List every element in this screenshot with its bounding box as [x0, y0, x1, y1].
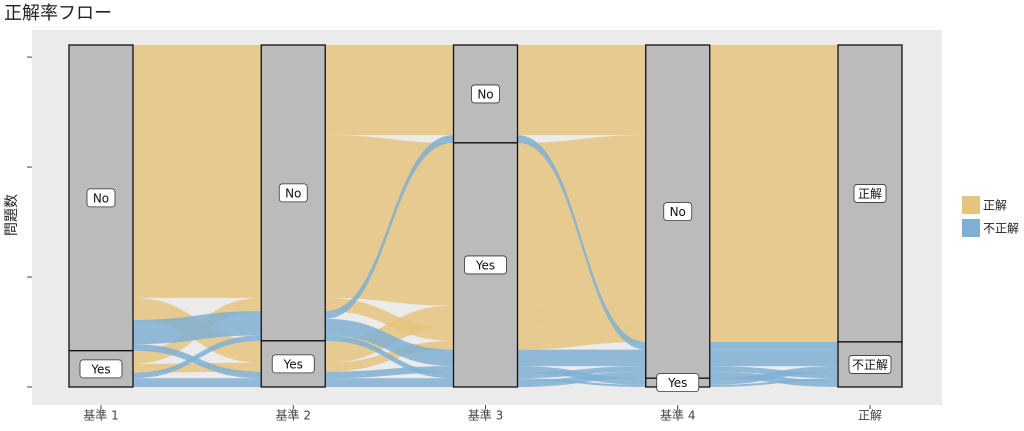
legend-label: 不正解: [983, 222, 1019, 236]
flow: [133, 311, 262, 328]
flow: [517, 349, 646, 367]
flow: [325, 378, 454, 381]
flow: [709, 341, 838, 350]
flow: [325, 380, 454, 387]
stratum-label-box: [278, 183, 308, 203]
chart-title: 正解率フロー: [4, 3, 112, 24]
stratum-label: Yes: [90, 362, 110, 376]
stratum-label: No: [93, 191, 109, 205]
legend-label: 正解: [983, 199, 1007, 213]
flow: [325, 135, 454, 319]
flow: [517, 45, 646, 136]
flow: [133, 135, 262, 298]
stratum-label: Yes: [475, 258, 495, 272]
flow: [325, 335, 454, 379]
stratum-label: No: [477, 87, 493, 101]
legend-swatch: [962, 196, 980, 214]
flow: [325, 297, 454, 341]
flow: [133, 378, 262, 381]
flow: [517, 135, 646, 306]
flow: [325, 135, 454, 306]
stratum-label: 正解: [858, 187, 882, 201]
stratum-label-box: [471, 84, 500, 104]
flow: [517, 135, 646, 350]
flow: [517, 366, 646, 385]
stratum-label-box: [663, 202, 693, 222]
x-tick-label: 基準 4: [660, 408, 695, 423]
flow: [133, 380, 262, 387]
stratum-label: Yes: [667, 376, 687, 390]
stratum-label-box: [86, 188, 116, 208]
stratum-label-box: [464, 255, 507, 275]
stratum-label-box: [271, 354, 315, 374]
flow: [709, 333, 838, 342]
flow: [709, 297, 838, 320]
stratum-label-box: [848, 355, 892, 374]
flow: [517, 366, 646, 379]
flow: [709, 319, 838, 334]
flow: [325, 305, 454, 363]
x-tick-label: 基準 3: [468, 408, 503, 423]
flow: [517, 371, 646, 387]
flow: [133, 318, 262, 345]
stratum-label: 不正解: [852, 358, 888, 372]
flow: [709, 371, 838, 387]
legend-swatch: [962, 219, 980, 237]
flow: [133, 344, 262, 379]
flow: [709, 366, 838, 379]
stratum-label-box: [656, 373, 700, 393]
flow: [709, 349, 838, 367]
x-tick-label: 基準 2: [276, 408, 311, 423]
stratum-label: No: [670, 205, 686, 219]
flow: [133, 45, 262, 136]
stratum-label-box: [853, 184, 887, 203]
x-tick-label: 基準 1: [83, 408, 118, 423]
stratum-label: Yes: [283, 357, 303, 371]
x-tick-label: 正解: [858, 409, 882, 423]
flow: [325, 318, 454, 367]
stratum-label-box: [79, 359, 123, 379]
flow: [709, 45, 838, 136]
flow: [709, 366, 838, 385]
y-axis-label: 問題数: [4, 194, 20, 236]
flow: [709, 135, 838, 298]
flow: [517, 333, 646, 350]
flow: [325, 45, 454, 136]
stratum-label: No: [285, 186, 301, 200]
flow: [133, 335, 262, 379]
flows: [133, 45, 838, 387]
